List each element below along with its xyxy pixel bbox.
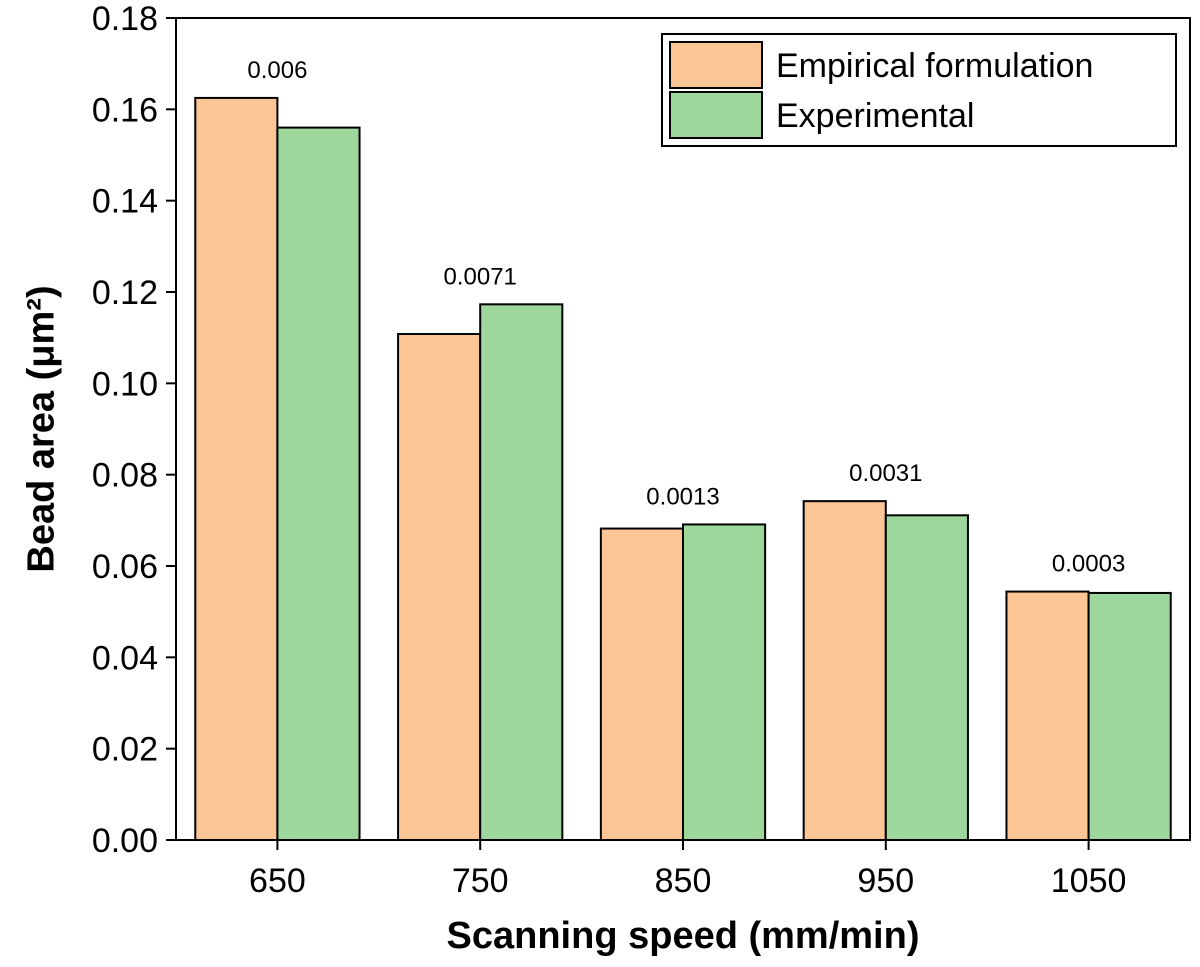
y-tick-label: 0.08 bbox=[92, 457, 158, 495]
bar-experimental-950 bbox=[884, 514, 969, 841]
y-tick-label: 0.18 bbox=[92, 0, 158, 38]
y-tick-label: 0.00 bbox=[92, 822, 158, 860]
y-tick-label: 0.06 bbox=[92, 548, 158, 586]
y-tick-label: 0.02 bbox=[92, 731, 158, 769]
x-tick-label: 1050 bbox=[1051, 862, 1127, 900]
x-axis-title: Scanning speed (mm/min) bbox=[447, 915, 920, 957]
x-tick-label: 850 bbox=[655, 862, 712, 900]
x-tick-label: 950 bbox=[857, 862, 914, 900]
legend: Empirical formulation Experimental bbox=[661, 33, 1177, 147]
legend-label-empirical: Empirical formulation bbox=[776, 47, 1093, 85]
difference-label-650: 0.006 bbox=[247, 57, 307, 84]
legend-swatch-empirical bbox=[669, 41, 763, 89]
y-axis-title: Bead area (μm²) bbox=[20, 285, 62, 572]
y-tick-label: 0.04 bbox=[92, 639, 158, 677]
bar-empirical-750 bbox=[397, 333, 482, 841]
x-axis: 650 750 850 950 1050 bbox=[249, 840, 1126, 900]
bar-empirical-850 bbox=[599, 527, 685, 841]
y-axis: 0.00 0.02 0.04 0.06 0.08 0.10 0.12 0.14 0.16 0.18 bbox=[92, 0, 176, 860]
bar-experimental-850 bbox=[682, 523, 767, 842]
difference-label-1050: 0.0003 bbox=[1052, 551, 1125, 578]
difference-label-950: 0.0031 bbox=[849, 460, 922, 487]
y-tick-label: 0.10 bbox=[92, 365, 158, 403]
difference-label-850: 0.0013 bbox=[646, 483, 719, 510]
legend-label-experimental: Experimental bbox=[776, 97, 974, 135]
x-tick-label: 750 bbox=[452, 862, 509, 900]
bar-empirical-950 bbox=[802, 500, 887, 841]
data-labels-layer: 0.006 0.0071 0.0013 0.0031 0.0003 bbox=[247, 57, 1125, 578]
bar-experimental-1050 bbox=[1087, 591, 1172, 842]
bars-layer bbox=[194, 96, 1172, 842]
bar-empirical-1050 bbox=[1005, 590, 1090, 841]
difference-label-750: 0.0071 bbox=[443, 263, 516, 290]
y-tick-label: 0.14 bbox=[92, 183, 158, 221]
legend-swatch-experimental bbox=[669, 91, 763, 139]
y-tick-label: 0.16 bbox=[92, 91, 158, 129]
x-tick-label: 650 bbox=[249, 862, 306, 900]
bar-empirical-650 bbox=[194, 96, 279, 841]
y-tick-label: 0.12 bbox=[92, 274, 158, 312]
bar-experimental-750 bbox=[479, 303, 564, 841]
bar-experimental-650 bbox=[276, 126, 361, 842]
